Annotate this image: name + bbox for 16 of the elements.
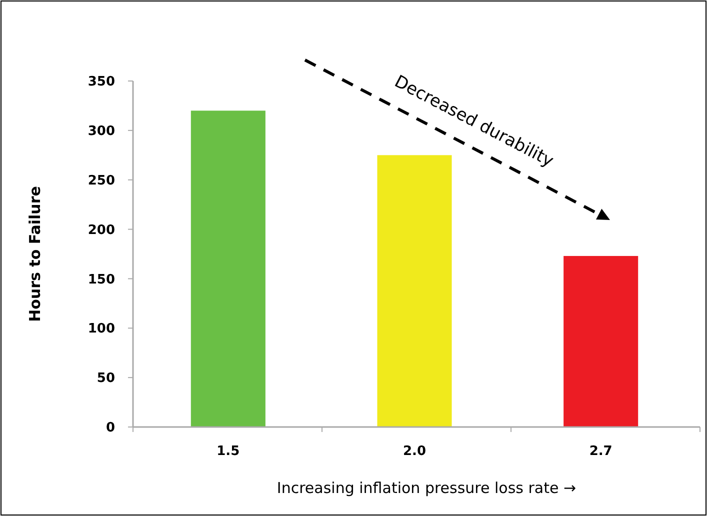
y-tick-label: 350 [88, 74, 115, 90]
x-tick-label: 2.7 [589, 444, 612, 459]
bar [377, 155, 452, 427]
x-tick-label: 1.5 [216, 444, 240, 459]
y-tick-label: 0 [106, 420, 115, 436]
y-tick-label: 300 [88, 124, 115, 139]
bar [190, 110, 266, 427]
bar [564, 256, 638, 427]
x-tick-label: 2.0 [402, 444, 426, 459]
x-axis-title: Increasing inflation pressure loss rate → [276, 479, 576, 497]
y-tick-label: 250 [88, 173, 115, 188]
y-tick-label: 150 [88, 272, 115, 288]
y-axis-title: Hours to Failure [26, 186, 44, 322]
y-tick-label: 200 [88, 222, 115, 238]
y-tick-label: 100 [88, 322, 115, 337]
y-tick-label: 50 [96, 371, 115, 386]
